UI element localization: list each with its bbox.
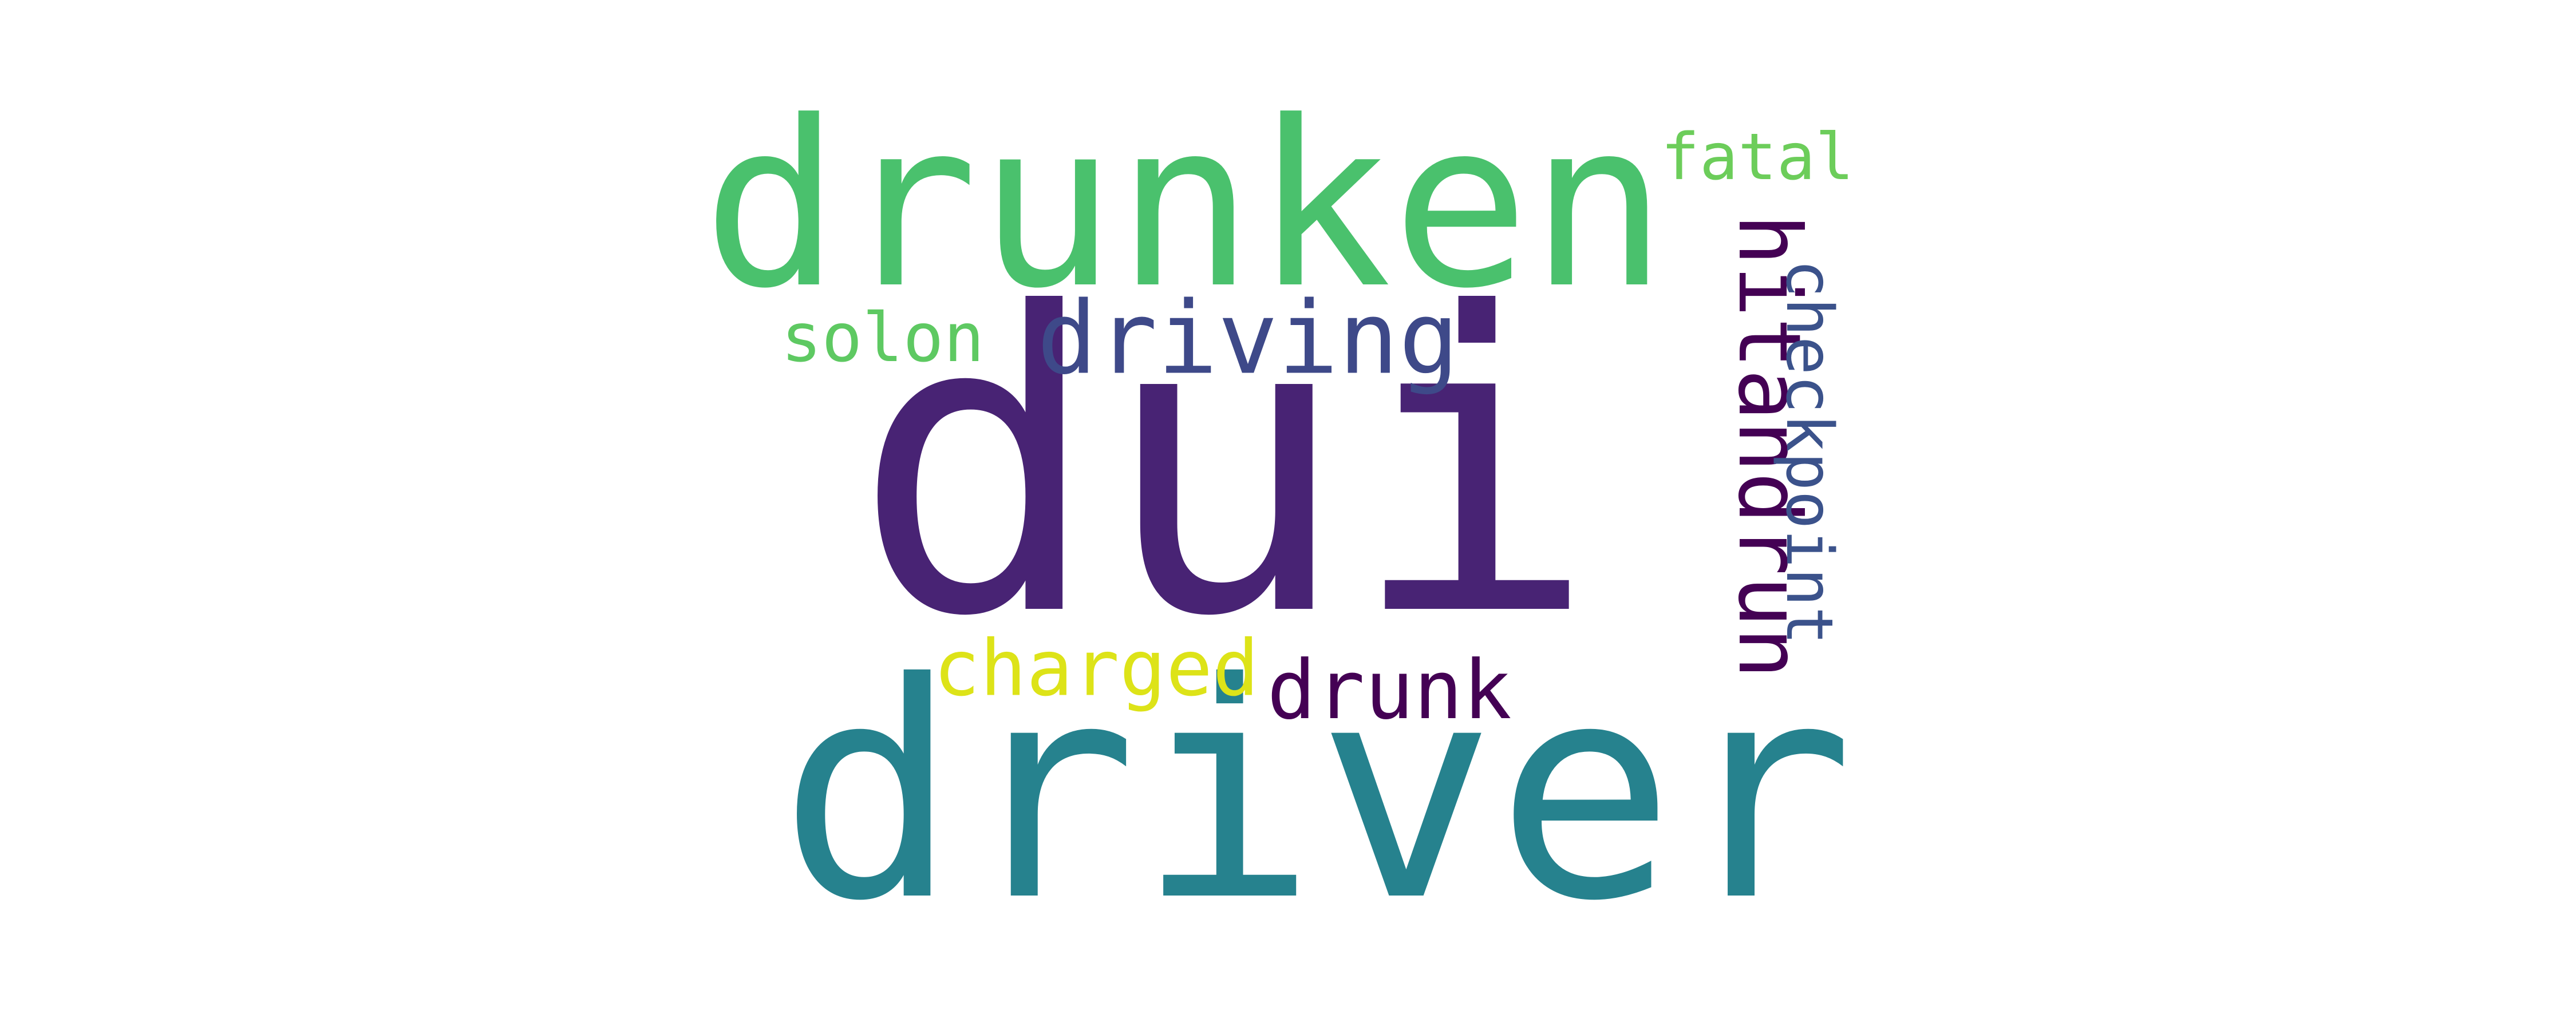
word-driving: driving: [1037, 280, 1459, 397]
word-drunk: drunk: [1267, 643, 1512, 738]
word-checkpoint: checkpoint: [1772, 259, 1846, 645]
word-driver: driver: [779, 619, 1855, 966]
word-charged: charged: [933, 623, 1259, 714]
word-dui: dui: [852, 227, 1598, 706]
word-solon: solon: [781, 298, 985, 377]
word-fatal: fatal: [1661, 120, 1854, 195]
word-drunken: drunken: [702, 73, 1668, 339]
